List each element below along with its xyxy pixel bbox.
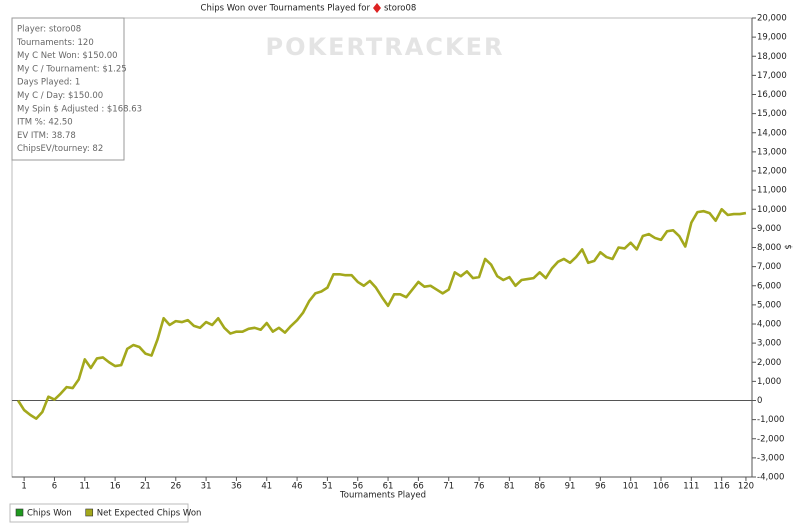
legend-swatch [85, 508, 94, 517]
legend [9, 503, 189, 523]
x-tick-label: 16 [110, 482, 121, 492]
y-tick-label: 13,000 [757, 147, 787, 157]
y-tick-label: -2,000 [757, 434, 784, 444]
stat-line: My Spin $ Adjusted : $168.63 [17, 104, 142, 114]
chart-title: Chips Won over Tournaments Played for [201, 4, 371, 14]
x-tick-label: 111 [683, 482, 699, 492]
stat-line: Days Played: 1 [17, 78, 80, 88]
legend-label: Net Expected Chips Won [97, 509, 202, 519]
x-tick-label: 101 [623, 482, 639, 492]
stat-line: My C / Day: $150.00 [17, 91, 103, 101]
y-tick-label: 6,000 [757, 281, 781, 291]
x-tick-label: 36 [231, 482, 242, 492]
y-tick-label: 3,000 [757, 339, 781, 349]
stat-line: ChipsEV/tourney: 82 [17, 144, 103, 154]
stat-line: My C Net Won: $150.00 [17, 51, 118, 61]
stat-line: My C / Tournament: $1.25 [17, 64, 127, 74]
stat-line: EV ITM: 38.78 [17, 131, 76, 141]
x-tick-label: 91 [565, 482, 576, 492]
y-tick-label: 12,000 [757, 167, 787, 177]
x-tick-label: 41 [261, 482, 272, 492]
x-tick-label: 81 [504, 482, 515, 492]
y-tick-label: 20,000 [757, 14, 787, 24]
stat-line: Tournaments: 120 [16, 38, 94, 48]
y-tick-label: 10,000 [757, 205, 787, 215]
y-tick-label: 7,000 [757, 262, 781, 272]
legend-swatch [15, 508, 24, 517]
x-tick-label: 106 [653, 482, 669, 492]
legend-label: Chips Won [27, 509, 72, 519]
player-icon [373, 3, 381, 13]
y-tick-label: 19,000 [757, 33, 787, 43]
x-tick-label: 86 [534, 482, 545, 492]
y-tick-label: 9,000 [757, 224, 781, 234]
x-tick-label: 66 [413, 482, 424, 492]
y-tick-label: -3,000 [757, 453, 784, 463]
x-tick-label: 46 [292, 482, 303, 492]
y-tick-label: 0 [757, 396, 762, 406]
y-tick-label: 11,000 [757, 186, 787, 196]
stat-line: Player: storo08 [17, 25, 81, 35]
y-tick-label: 18,000 [757, 52, 787, 62]
stats-box [11, 17, 125, 161]
x-tick-label: 116 [714, 482, 730, 492]
y-tick-label: 8,000 [757, 243, 781, 253]
y-tick-label: 14,000 [757, 128, 787, 138]
watermark: POKERTRACKER [266, 33, 505, 61]
stat-line: ITM %: 42.50 [17, 118, 73, 128]
y-tick-label: 15,000 [757, 109, 787, 119]
x-tick-label: 51 [322, 482, 333, 492]
x-tick-label: 71 [443, 482, 454, 492]
y-tick-label: -4,000 [757, 473, 784, 483]
x-tick-label: 56 [352, 482, 363, 492]
x-tick-label: 26 [170, 482, 181, 492]
x-tick-label: 6 [52, 482, 57, 492]
x-tick-label: 1 [21, 482, 26, 492]
player-name: storo08 [384, 4, 416, 14]
y-tick-label: 2,000 [757, 358, 781, 368]
y-tick-label: 4,000 [757, 320, 781, 330]
x-tick-label: 61 [383, 482, 394, 492]
data-line [16, 207, 747, 420]
y-tick-label: 17,000 [757, 71, 787, 81]
y-tick-label: 5,000 [757, 300, 781, 310]
x-tick-label: 21 [140, 482, 151, 492]
x-tick-label: 31 [201, 482, 212, 492]
x-tick-label: 76 [474, 482, 485, 492]
x-tick-label: 120 [738, 482, 754, 492]
y-axis-title: $ [783, 244, 793, 249]
x-tick-label: 11 [79, 482, 90, 492]
x-tick-label: 96 [595, 482, 606, 492]
x-axis-title: Tournaments Played [339, 491, 426, 501]
y-tick-label: -1,000 [757, 415, 784, 425]
y-tick-label: 16,000 [757, 90, 787, 100]
y-tick-label: 1,000 [757, 377, 781, 387]
